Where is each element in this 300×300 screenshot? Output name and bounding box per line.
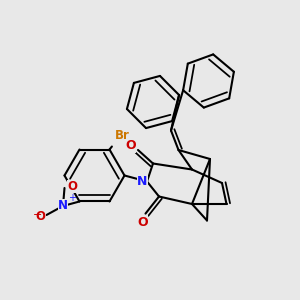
Text: +: + [68, 193, 76, 202]
Text: −: − [33, 210, 42, 220]
Text: O: O [35, 210, 46, 223]
Text: O: O [67, 180, 77, 193]
Text: N: N [58, 200, 68, 212]
Text: O: O [125, 139, 136, 152]
Text: N: N [137, 175, 148, 188]
Text: O: O [137, 216, 148, 229]
Text: Br: Br [115, 129, 130, 142]
